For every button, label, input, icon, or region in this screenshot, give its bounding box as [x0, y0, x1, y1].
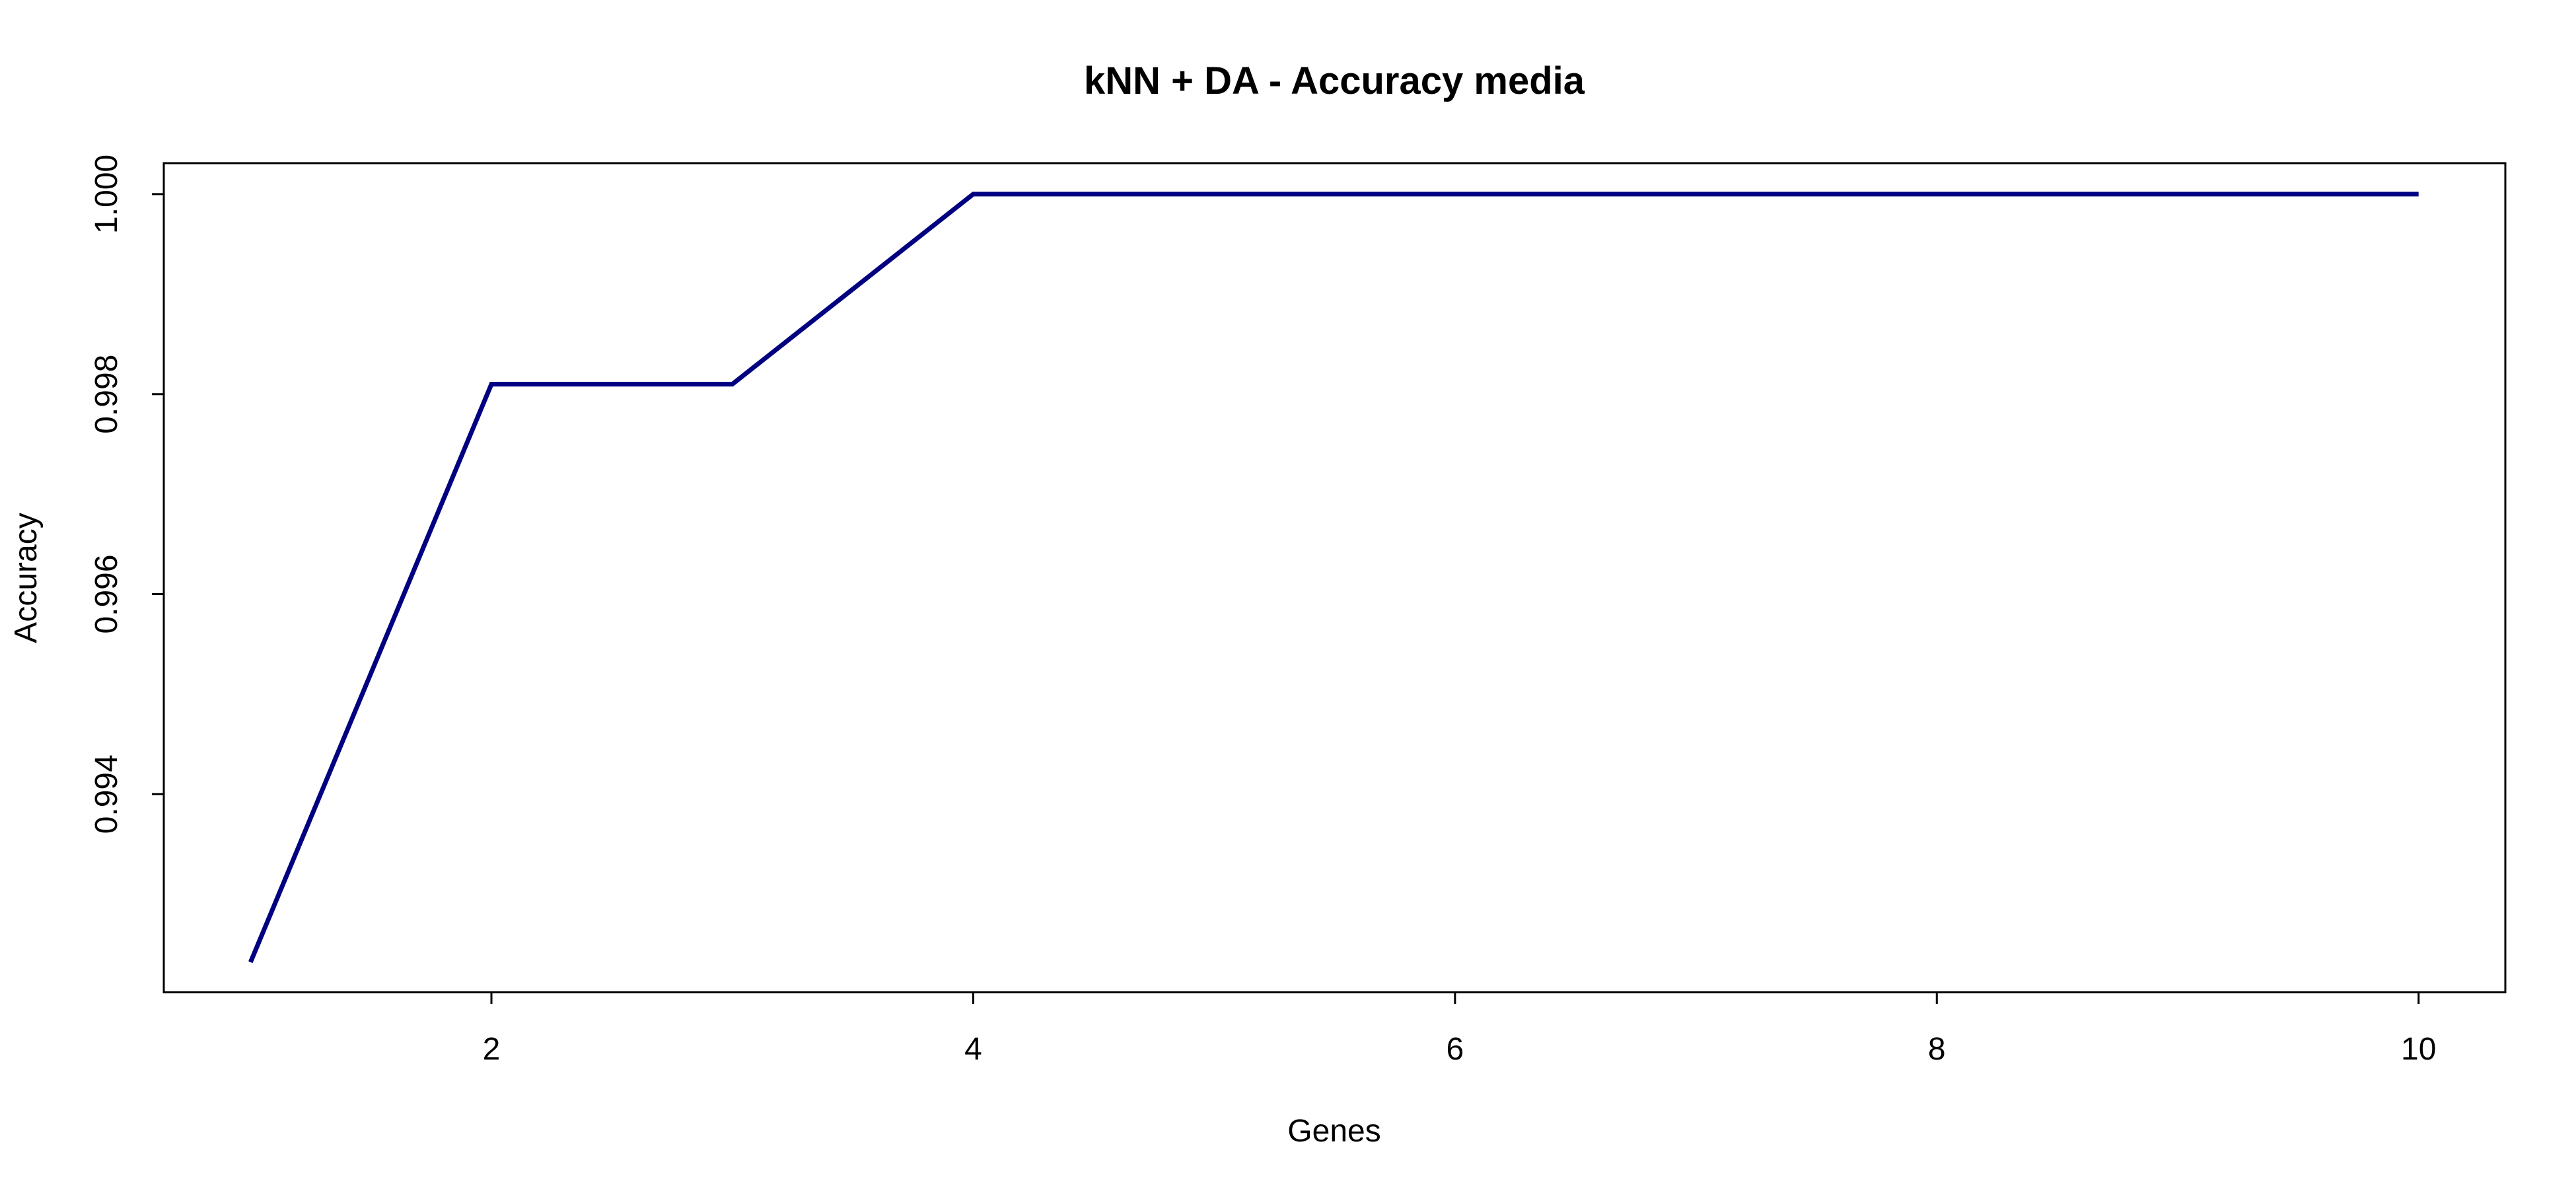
x-tick-label: 6: [1447, 1032, 1464, 1067]
plot-frame: [162, 162, 2507, 993]
y-tick-label: 0.994: [89, 754, 124, 834]
x-tick-label: 10: [2401, 1032, 2436, 1067]
y-axis: 0.994 0.996 0.998 1.000: [89, 155, 164, 834]
x-axis-label: Genes: [1287, 1114, 1380, 1149]
y-tick-label: 0.996: [89, 554, 124, 633]
x-tick-label: 2: [483, 1032, 501, 1067]
y-axis-label: Accuracy: [9, 513, 44, 643]
y-tick-label: 1.000: [89, 155, 124, 234]
accuracy-series-line: [248, 192, 2419, 963]
chart-title: kNN + DA - Accuracy media: [1084, 59, 1585, 102]
y-tick-label: 0.998: [89, 355, 124, 434]
x-axis: 2 4 6 8 10: [483, 992, 2436, 1067]
x-tick-label: 4: [964, 1032, 982, 1067]
x-tick-label: 8: [1928, 1032, 1946, 1067]
